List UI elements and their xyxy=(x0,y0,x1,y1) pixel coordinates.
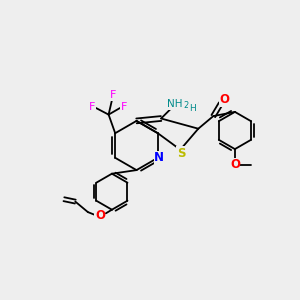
Text: O: O xyxy=(219,93,230,106)
Text: F: F xyxy=(110,90,116,100)
Text: F: F xyxy=(120,101,127,112)
Text: O: O xyxy=(95,208,105,222)
Text: S: S xyxy=(177,147,185,160)
Text: 2: 2 xyxy=(184,101,189,110)
Text: O: O xyxy=(230,158,240,172)
Text: NH: NH xyxy=(167,99,183,110)
Text: H: H xyxy=(189,104,196,113)
Text: N: N xyxy=(154,151,164,164)
Text: F: F xyxy=(89,101,96,112)
